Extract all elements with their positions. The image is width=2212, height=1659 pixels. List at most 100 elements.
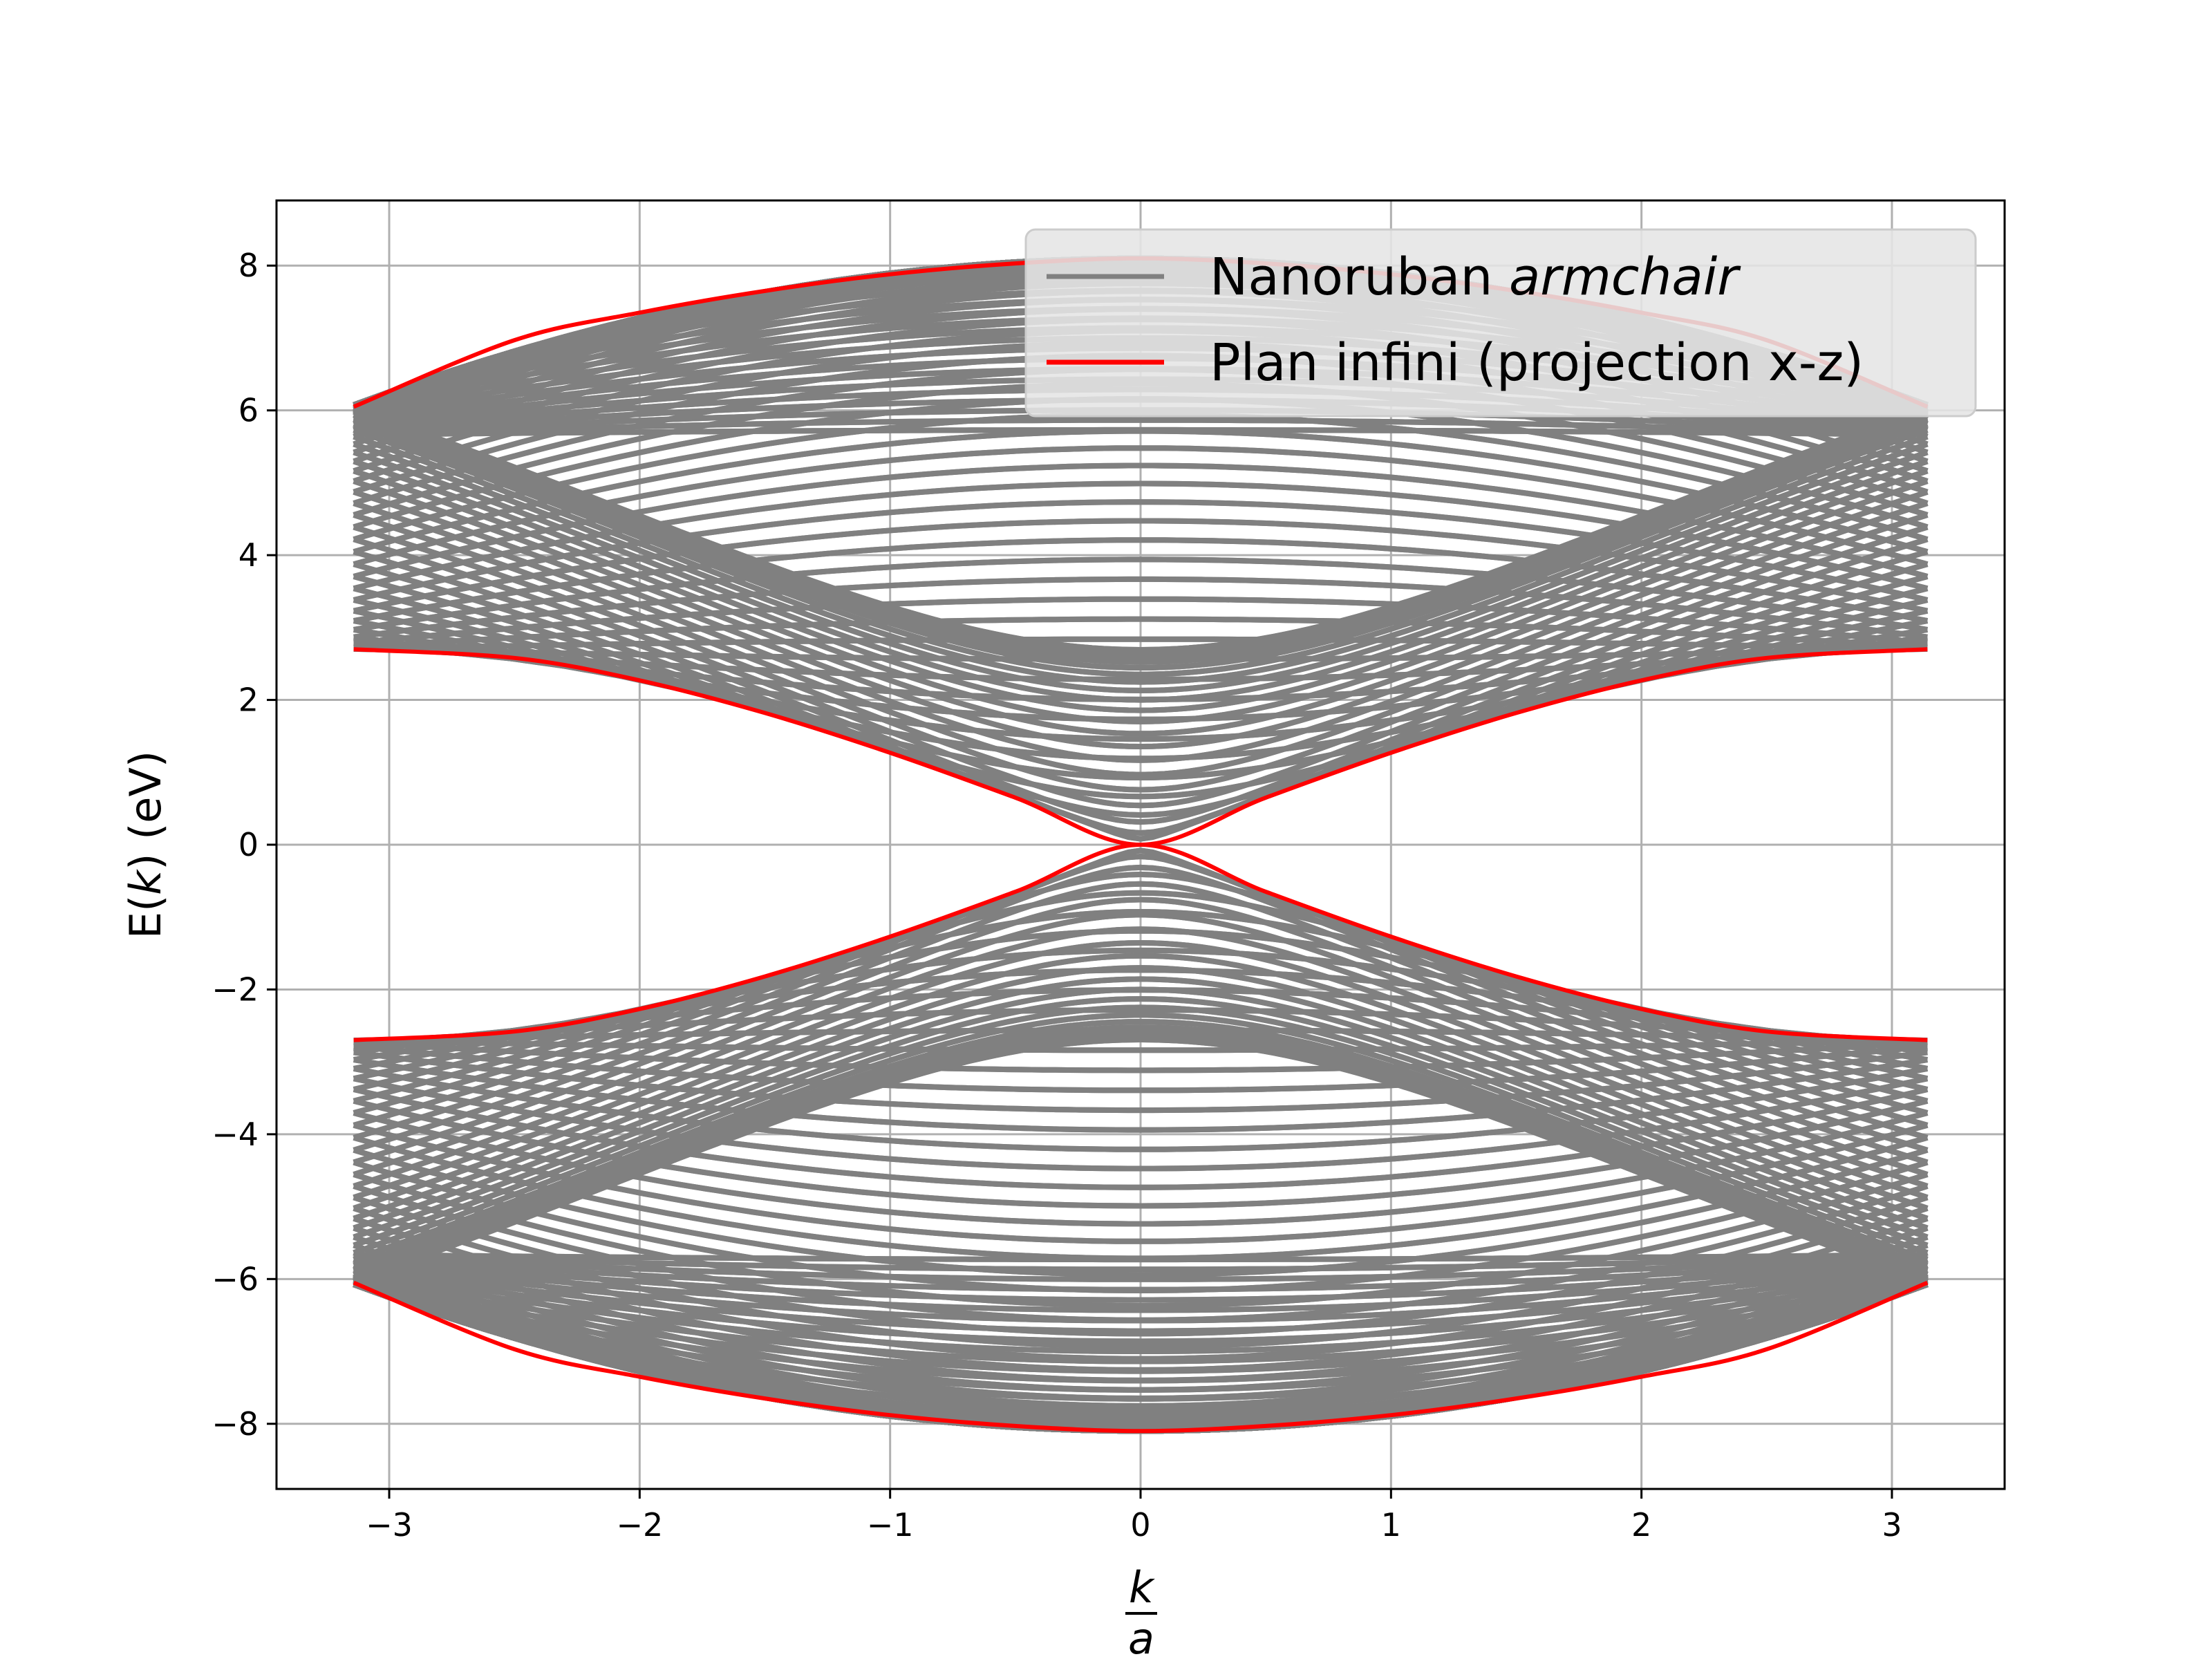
nanoribbon-band-line-upper bbox=[353, 1282, 1929, 1418]
nanoribbon-band-line-outer bbox=[353, 897, 1929, 1165]
y-tick-label: −4 bbox=[212, 1116, 259, 1153]
nanoribbon-band-line-outer bbox=[353, 433, 1929, 685]
nanoribbon-band-line-outer bbox=[353, 986, 1929, 1240]
nanoribbon-band-line-upper bbox=[353, 417, 1928, 438]
nanoribbon-band-line-outer bbox=[353, 1036, 1929, 1284]
nanoribbon-band-line-upper bbox=[353, 1262, 1928, 1324]
nanoribbon-band-line-outer bbox=[353, 1122, 1929, 1244]
nanoribbon-band-line-upper bbox=[353, 1252, 1928, 1273]
nanoribbon-band-line-outer bbox=[353, 890, 1929, 1092]
y-axis-ticks: −8 −6 −4 −2 0 2 4 6 8 bbox=[212, 247, 276, 1443]
x-tick-label: −3 bbox=[366, 1506, 413, 1544]
nanoribbon-band-line-outer bbox=[353, 939, 1929, 1201]
nanoribbon-band-line-outer bbox=[353, 556, 1928, 632]
nanoribbon-band-line-upper bbox=[353, 427, 1928, 438]
nanoribbon-band-line-outer bbox=[353, 574, 1929, 836]
nanoribbon-band-line-outer bbox=[353, 500, 1929, 763]
y-tick-label: 8 bbox=[238, 247, 259, 284]
legend-box bbox=[1024, 228, 1977, 418]
y-tick-label: 6 bbox=[238, 392, 259, 429]
nanoribbon-band-line-outer bbox=[353, 1043, 1928, 1094]
nanoribbon-band-line-outer bbox=[353, 912, 1929, 1177]
nanoribbon-band-line-outer bbox=[353, 1004, 1929, 1256]
nanoribbon-band-line-outer bbox=[353, 561, 1929, 842]
nanoribbon-band-line-outer bbox=[353, 864, 1929, 1141]
nanoribbon-band-line-outer bbox=[353, 1057, 1928, 1133]
nanoribbon-band-line-upper bbox=[353, 1264, 1928, 1334]
nanoribbon-band-line-upper bbox=[353, 1257, 1928, 1303]
red-curve-lower-outer bbox=[353, 1280, 1929, 1434]
nanoribbon-band-line-upper bbox=[353, 1275, 1928, 1365]
nanoribbon-band-line-outer bbox=[353, 953, 1929, 1211]
nanoribbon-band-line-outer bbox=[353, 597, 1929, 800]
nanoribbon-band-line-outer bbox=[353, 536, 1929, 809]
nanoribbon-band-line-outer bbox=[353, 1012, 1929, 1262]
y-tick-label: 2 bbox=[238, 682, 259, 719]
nanoribbon-band-line-outer bbox=[353, 908, 1929, 1082]
nanoribbon-band-line-outer bbox=[353, 458, 1929, 713]
nanoribbon-band-line-outer bbox=[353, 449, 1929, 703]
nanoribbon-band-line-upper bbox=[353, 1280, 1929, 1374]
nanoribbon-band-line-outer bbox=[353, 853, 1929, 1116]
x-tick-label: 2 bbox=[1631, 1506, 1651, 1544]
nanoribbon-band-line-outer bbox=[353, 518, 1929, 614]
nanoribbon-band-line-outer bbox=[353, 1029, 1929, 1277]
nanoribbon-band-line-outer bbox=[353, 405, 1929, 653]
nanoribbon-band-line-outer bbox=[353, 489, 1929, 750]
nanoribbon-band-line-outer bbox=[353, 524, 1929, 793]
nanoribbon-band-line-outer bbox=[353, 512, 1929, 778]
nanoribbon-band-line-upper bbox=[353, 1253, 1928, 1282]
nanoribbon-band-line-outer bbox=[353, 1018, 1929, 1268]
x-tick-label: 0 bbox=[1130, 1506, 1150, 1544]
legend-label-infinite-plane: Plan infini (projection x-z) bbox=[1210, 333, 1864, 393]
nanoribbon-band-line-outer bbox=[353, 412, 1929, 661]
nanoribbon-band-line-upper bbox=[353, 1282, 1929, 1411]
x-axis-label-denominator: a bbox=[1128, 1613, 1154, 1659]
y-tick-label: −2 bbox=[212, 971, 259, 1008]
nanoribbon-band-line-upper bbox=[353, 1252, 1928, 1263]
nanoribbon-band-line-outer bbox=[353, 441, 1929, 693]
nanoribbon-band-line-upper bbox=[353, 1282, 1929, 1402]
y-tick-label: −8 bbox=[212, 1405, 259, 1443]
nanoribbon-band-line-outer bbox=[353, 996, 1929, 1248]
x-axis-ticks: −3 −2 −1 0 1 2 3 bbox=[366, 1489, 1902, 1544]
x-axis-label-numerator: k bbox=[1129, 1562, 1155, 1613]
nanoribbon-band-line-outer bbox=[353, 1076, 1929, 1172]
nanoribbon-band-line-outer bbox=[353, 416, 1929, 665]
nanoribbon-band-line-outer bbox=[353, 608, 1929, 781]
nanoribbon-band-line-outer bbox=[353, 976, 1929, 1231]
x-tick-label: 3 bbox=[1882, 1506, 1902, 1544]
nanoribbon-band-line-outer bbox=[353, 616, 1928, 650]
legend: Nanoruban armchair Plan infini (projecti… bbox=[1024, 228, 1977, 418]
nanoribbon-band-line-outer bbox=[353, 965, 1929, 1221]
y-tick-label: −6 bbox=[212, 1260, 259, 1297]
x-tick-label: −2 bbox=[616, 1506, 663, 1544]
x-tick-label: −1 bbox=[867, 1506, 914, 1544]
nanoribbon-band-line-upper bbox=[353, 1282, 1929, 1384]
nanoribbon-band-line-outer bbox=[353, 1024, 1929, 1273]
nanoribbon-band-line-outer bbox=[353, 881, 1929, 1153]
nanoribbon-band-line-outer bbox=[353, 871, 1929, 1104]
x-tick-label: 1 bbox=[1381, 1506, 1401, 1544]
nanoribbon-band-line-outer bbox=[353, 478, 1929, 737]
nanoribbon-band-line-upper bbox=[353, 1272, 1928, 1354]
nanoribbon-band-line-outer bbox=[353, 549, 1929, 825]
red-curve-lower-inner bbox=[353, 843, 1928, 1042]
nanoribbon-band-line-outer bbox=[353, 1172, 1929, 1309]
nanoribbon-band-line-upper bbox=[353, 1255, 1928, 1293]
nanoribbon-band-line-outer bbox=[353, 926, 1929, 1189]
legend-label-nanoribbon: Nanoruban armchair bbox=[1210, 247, 1741, 307]
nanoribbon-band-line-upper bbox=[353, 1268, 1928, 1344]
nanoribbon-band-line-outer bbox=[353, 427, 1929, 677]
nanoribbon-band-line-outer bbox=[353, 596, 1928, 646]
nanoribbon-band-line-outer bbox=[353, 847, 1929, 1128]
nanoribbon-band-line-outer bbox=[353, 585, 1929, 818]
nanoribbon-band-line-outer bbox=[353, 1147, 1929, 1278]
nanoribbon-band-line-outer bbox=[353, 1040, 1928, 1074]
y-tick-label: 0 bbox=[238, 826, 259, 863]
x-axis-label: k a bbox=[1125, 1562, 1157, 1659]
y-axis-label: E(k) (eV) bbox=[120, 751, 171, 939]
nanoribbon-band-line-outer bbox=[353, 445, 1929, 568]
nanoribbon-band-line-upper bbox=[353, 1259, 1928, 1313]
